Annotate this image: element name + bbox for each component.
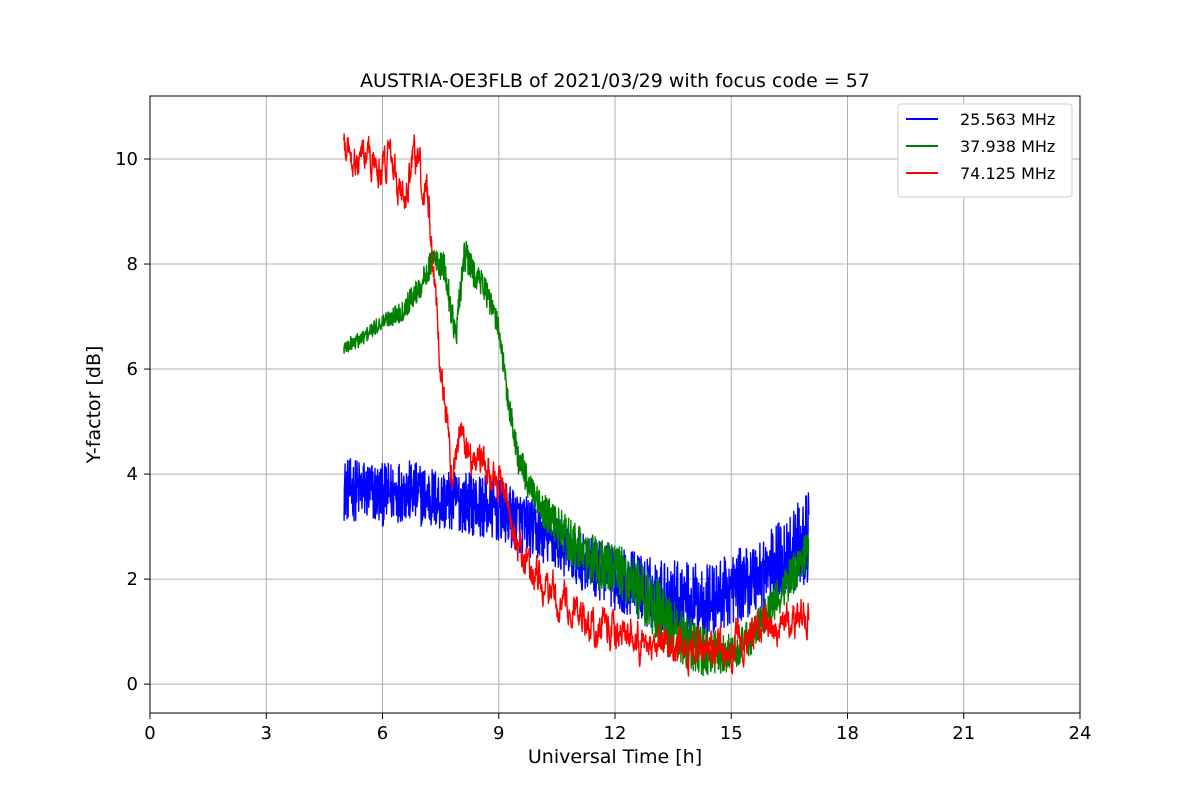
x-tick-label: 0 <box>144 723 155 744</box>
x-tick-label: 21 <box>952 723 975 744</box>
y-tick-label: 8 <box>127 254 138 275</box>
y-axis-label: Y-factor [dB] <box>83 346 105 465</box>
legend-label: 25.563 MHz <box>960 110 1055 129</box>
legend: 25.563 MHz 37.938 MHz 74.125 MHz <box>897 103 1073 198</box>
legend-label: 74.125 MHz <box>960 164 1055 183</box>
x-tick-label: 9 <box>493 723 504 744</box>
x-tick-label: 6 <box>377 723 388 744</box>
series-line <box>343 458 810 637</box>
x-tick-label: 18 <box>836 723 859 744</box>
x-tick-label: 3 <box>261 723 272 744</box>
legend-label: 37.938 MHz <box>960 137 1055 156</box>
legend-box <box>897 103 1073 198</box>
x-tick-label: 15 <box>720 723 743 744</box>
y-tick-label: 6 <box>127 359 138 380</box>
y-tick-label: 4 <box>127 464 138 485</box>
y-tick-label: 2 <box>127 569 138 590</box>
series-layer <box>343 133 810 677</box>
x-tick-label: 12 <box>604 723 627 744</box>
y-tick-label: 10 <box>115 149 138 170</box>
x-axis-label: Universal Time [h] <box>528 746 702 768</box>
y-tick-label: 0 <box>127 674 138 695</box>
chart-title: AUSTRIA-OE3FLB of 2021/03/29 with focus … <box>360 70 870 92</box>
series-line <box>343 133 810 677</box>
x-tick-label: 24 <box>1069 723 1092 744</box>
